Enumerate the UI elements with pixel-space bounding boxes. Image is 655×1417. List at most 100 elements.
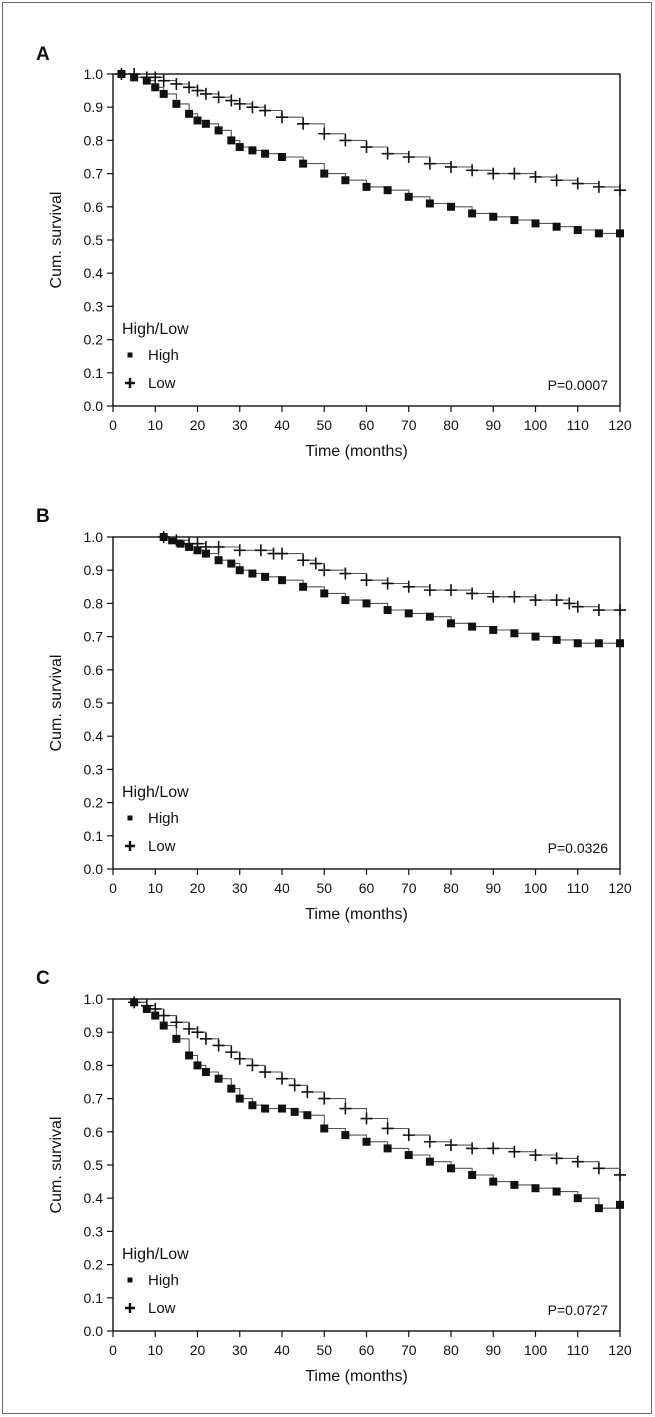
y-tick-label: 1.0 bbox=[84, 991, 104, 1007]
data-point-low bbox=[199, 87, 212, 100]
series-line-high bbox=[121, 73, 620, 234]
p-value-annotation: P=0.0326 bbox=[548, 840, 609, 856]
data-point-low bbox=[225, 1046, 238, 1059]
data-point-high bbox=[425, 199, 434, 208]
data-point-low bbox=[318, 127, 331, 140]
data-point-high bbox=[383, 1144, 392, 1153]
x-tick-label: 120 bbox=[608, 880, 632, 896]
data-point-low bbox=[276, 547, 288, 560]
data-point-high bbox=[248, 146, 257, 155]
data-point-low bbox=[259, 1066, 272, 1079]
x-tick-label: 90 bbox=[485, 1342, 501, 1358]
y-tick-label: 0.5 bbox=[84, 1157, 104, 1173]
data-point-low bbox=[614, 604, 626, 617]
series-line-high bbox=[134, 1001, 621, 1209]
x-tick-label: 80 bbox=[443, 1342, 459, 1358]
data-point-high bbox=[573, 1194, 582, 1203]
data-point-low bbox=[128, 68, 141, 80]
y-tick-label: 0.6 bbox=[84, 1124, 104, 1140]
data-point-high bbox=[573, 226, 582, 235]
data-point-high bbox=[531, 632, 540, 641]
series-high bbox=[117, 70, 624, 238]
data-point-low bbox=[309, 557, 322, 570]
legend-title: High/Low bbox=[122, 321, 189, 338]
data-point-low bbox=[614, 184, 626, 197]
data-point-high bbox=[489, 625, 498, 634]
data-point-high bbox=[362, 1137, 371, 1146]
y-tick-label: 0.2 bbox=[84, 332, 104, 348]
data-point-low bbox=[339, 567, 352, 580]
series-low bbox=[128, 996, 626, 1181]
data-point-high bbox=[172, 99, 181, 108]
series-line-low bbox=[134, 1001, 621, 1175]
y-tick-label: 0.2 bbox=[84, 795, 104, 811]
data-point-high bbox=[227, 1084, 236, 1093]
x-tick-label: 90 bbox=[485, 417, 501, 433]
x-tick-label: 70 bbox=[401, 880, 417, 896]
data-point-low bbox=[183, 81, 196, 94]
x-axis-label: Time (months) bbox=[305, 1368, 408, 1385]
x-tick-label: 50 bbox=[316, 1342, 332, 1358]
panel-letter: A bbox=[36, 44, 50, 65]
x-tick-label: 0 bbox=[109, 417, 117, 433]
data-point-high bbox=[362, 599, 371, 608]
data-point-low bbox=[563, 597, 576, 610]
data-point-low bbox=[571, 1155, 584, 1168]
data-point-low bbox=[212, 1039, 225, 1052]
series-line-high bbox=[163, 536, 620, 644]
data-point-low bbox=[301, 1085, 314, 1098]
legend-label-low: Low bbox=[148, 375, 176, 392]
data-point-low bbox=[402, 1129, 415, 1142]
data-point-low bbox=[423, 1135, 436, 1148]
x-tick-label: 60 bbox=[359, 417, 375, 433]
data-point-high bbox=[468, 209, 477, 218]
data-point-low bbox=[487, 590, 500, 603]
y-tick-label: 0.0 bbox=[84, 398, 104, 414]
data-point-high bbox=[404, 1151, 413, 1160]
data-point-high bbox=[214, 556, 223, 565]
legend-swatch-low bbox=[125, 378, 135, 388]
legend-title: High/Low bbox=[122, 1246, 189, 1263]
data-point-low bbox=[128, 996, 141, 1009]
x-tick-label: 40 bbox=[274, 1342, 290, 1358]
data-point-high bbox=[616, 1200, 624, 1209]
data-point-high bbox=[278, 576, 286, 585]
data-point-high bbox=[227, 559, 236, 568]
data-point-high bbox=[176, 539, 185, 548]
data-point-high bbox=[468, 622, 477, 631]
data-point-high bbox=[468, 1170, 477, 1179]
data-point-low bbox=[288, 1079, 301, 1092]
series-low bbox=[115, 68, 626, 197]
data-point-high bbox=[510, 629, 519, 638]
legend-label-high: High bbox=[148, 347, 179, 364]
y-tick-label: 0.6 bbox=[84, 662, 104, 678]
survival-chart-c: C 0.0 0.1 0.2 0.3 0.4 0.5 0.6 0.7 0.8 0.9 1.0 0 10 20 3… bbox=[36, 968, 632, 1385]
data-point-low bbox=[199, 540, 212, 553]
legend-label-high: High bbox=[148, 810, 179, 827]
data-point-high bbox=[594, 639, 603, 648]
data-point-high bbox=[594, 229, 603, 238]
data-point-low bbox=[225, 94, 238, 107]
data-point-low bbox=[360, 1112, 373, 1125]
data-point-low bbox=[614, 1168, 626, 1181]
data-point-high bbox=[552, 222, 561, 231]
data-point-high bbox=[573, 639, 582, 648]
y-tick-label: 0.7 bbox=[84, 166, 104, 182]
data-point-low bbox=[508, 590, 521, 603]
data-point-low bbox=[592, 604, 605, 617]
data-point-low bbox=[381, 1122, 394, 1135]
data-point-low bbox=[550, 594, 563, 607]
data-point-high bbox=[447, 202, 455, 211]
legend-swatch-high bbox=[127, 1277, 133, 1283]
series-high bbox=[159, 533, 624, 648]
data-point-low bbox=[276, 1072, 288, 1085]
data-point-high bbox=[261, 1104, 270, 1113]
x-tick-label: 110 bbox=[567, 417, 590, 433]
plot-area-frame bbox=[112, 73, 621, 407]
y-axis-label: Cum. survival bbox=[48, 192, 65, 289]
data-point-high bbox=[447, 619, 455, 628]
y-tick-label: 0.8 bbox=[84, 132, 104, 148]
data-point-high bbox=[341, 596, 350, 605]
y-tick-label: 1.0 bbox=[84, 66, 104, 82]
